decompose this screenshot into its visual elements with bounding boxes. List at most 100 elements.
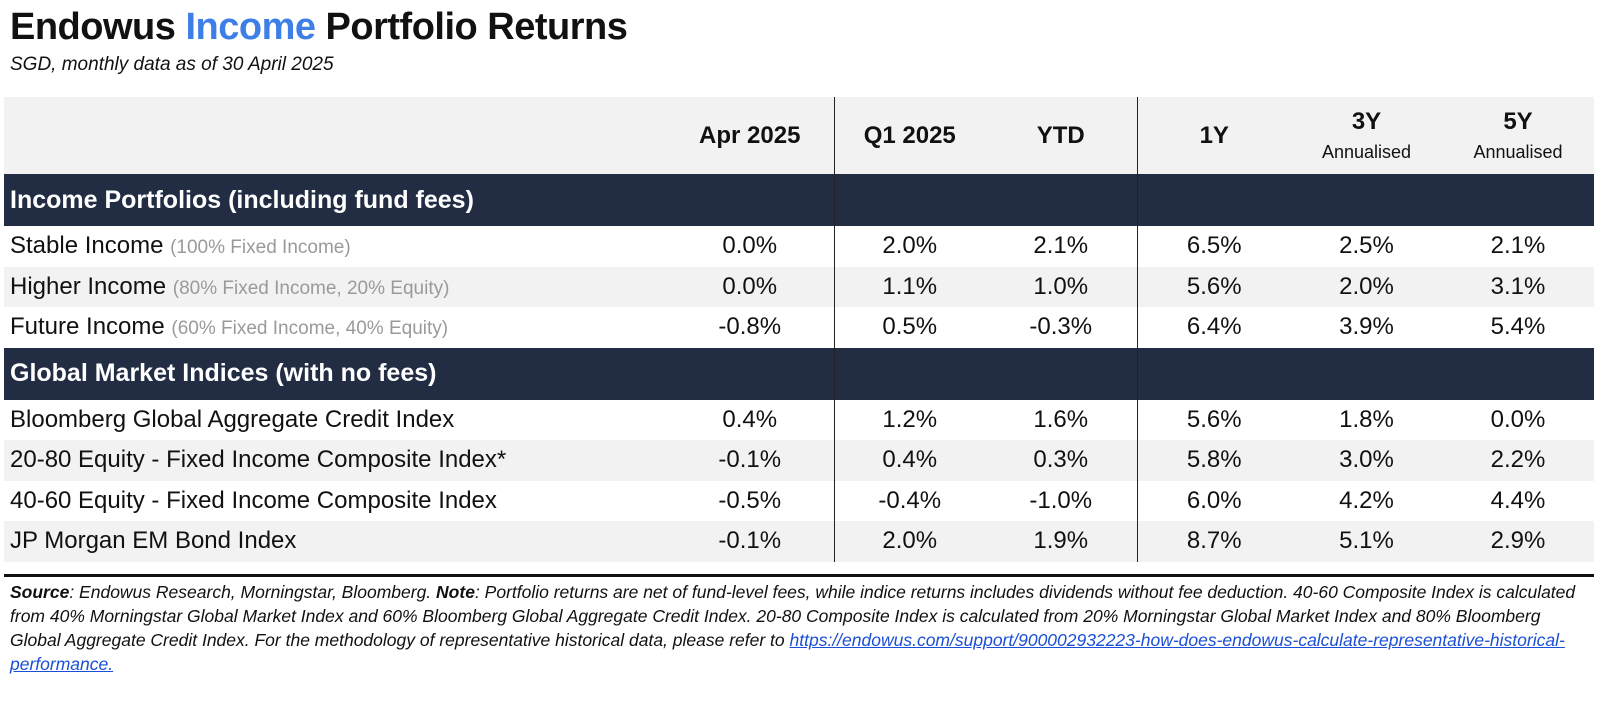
table-header-row: Apr 2025 Q1 2025 YTD 1Y 3Y Annualised 5Y Annual… bbox=[4, 97, 1594, 174]
return-value: 6.5% bbox=[1136, 226, 1291, 267]
methodology-link[interactable]: https://endowus.com/support/900002932223… bbox=[10, 630, 1565, 674]
row-label-cell: Future Income (60% Fixed Income, 40% Equ… bbox=[4, 307, 666, 348]
note-text: : Portfolio returns are net of fund-leve… bbox=[10, 582, 1576, 650]
section-filler-cell bbox=[1291, 348, 1442, 400]
return-value: -0.1% bbox=[718, 446, 782, 474]
return-value: 8.7% bbox=[1136, 521, 1291, 562]
table-row: Higher Income (80% Fixed Income, 20% Equ… bbox=[4, 266, 1594, 308]
column-header-label: 3Y bbox=[1351, 108, 1382, 135]
return-value: 2.2% bbox=[1490, 446, 1546, 474]
section-title: Income Portfolios (including fund fees) bbox=[10, 185, 474, 214]
return-value: -0.5% bbox=[718, 486, 782, 514]
section-filler-cell bbox=[833, 347, 985, 400]
section-filler-cell bbox=[1136, 347, 1291, 400]
source-label: Source bbox=[10, 582, 70, 602]
return-value: 2.0% bbox=[1339, 272, 1394, 300]
return-value: -0.3% bbox=[1029, 313, 1093, 341]
return-value: 1.2% bbox=[833, 399, 985, 440]
return-value: 5.6% bbox=[1136, 399, 1291, 440]
title-suffix: Portfolio Returns bbox=[315, 6, 628, 48]
column-header: YTD bbox=[985, 97, 1137, 174]
section-header-row: Global Market Indices (with no fees) bbox=[4, 347, 1594, 400]
return-value: 2.9% bbox=[1490, 527, 1546, 555]
table-row: Future Income (60% Fixed Income, 40% Equ… bbox=[4, 307, 1594, 348]
row-name: Higher Income bbox=[10, 272, 167, 300]
section-filler-cell bbox=[985, 348, 1137, 400]
row-label-cell: 40-60 Equity - Fixed Income Composite In… bbox=[4, 481, 666, 522]
return-value: 2.0% bbox=[833, 521, 985, 562]
column-header-label: 1Y bbox=[1199, 121, 1229, 149]
column-header-label: Apr 2025 bbox=[699, 121, 801, 149]
section-filler-cell bbox=[1442, 348, 1594, 400]
section-filler-cell bbox=[666, 348, 834, 400]
row-allocation-note: (80% Fixed Income, 20% Equity) bbox=[172, 277, 450, 299]
return-value: 0.4% bbox=[722, 405, 778, 433]
return-value: 0.5% bbox=[833, 307, 985, 348]
row-allocation-note: (100% Fixed Income) bbox=[170, 237, 351, 259]
table-row: Bloomberg Global Aggregate Credit Index 0… bbox=[4, 399, 1594, 441]
row-label-cell: Stable Income (100% Fixed Income) bbox=[4, 226, 666, 267]
return-value: 1.8% bbox=[1339, 405, 1394, 433]
column-header: Apr 2025 bbox=[666, 97, 834, 174]
return-value: -0.4% bbox=[833, 480, 985, 521]
row-name: Bloomberg Global Aggregate Credit Index bbox=[10, 405, 455, 433]
column-header-label: Q1 2025 bbox=[863, 121, 956, 149]
table-row: Stable Income (100% Fixed Income) 0.0% 2.0… bbox=[4, 226, 1594, 267]
header-blank-cell bbox=[4, 97, 666, 174]
return-value: -0.1% bbox=[718, 527, 782, 555]
table-row: JP Morgan EM Bond Index -0.1% 2.0% 1.9% 8.7%… bbox=[4, 521, 1594, 562]
column-header: 1Y bbox=[1136, 97, 1291, 174]
page-title: Endowus Income Portfolio Returns bbox=[10, 6, 628, 49]
footer-divider bbox=[4, 574, 1594, 577]
table-row: 40-60 Equity - Fixed Income Composite In… bbox=[4, 480, 1594, 522]
return-value: 5.8% bbox=[1136, 440, 1291, 481]
return-value: 4.4% bbox=[1490, 486, 1546, 514]
return-value: 5.4% bbox=[1490, 313, 1546, 341]
row-label-cell: Bloomberg Global Aggregate Credit Index bbox=[4, 400, 666, 441]
section-filler-cell bbox=[1136, 174, 1291, 226]
return-value: -1.0% bbox=[1029, 486, 1093, 514]
return-value: 5.1% bbox=[1339, 527, 1394, 555]
footnote: Source: Endowus Research, Morningstar, B… bbox=[10, 580, 1590, 676]
return-value: 1.6% bbox=[1033, 405, 1089, 433]
source-text: : Endowus Research, Morningstar, Bloombe… bbox=[69, 582, 437, 602]
title-accent: Income bbox=[185, 6, 316, 48]
section-title: Global Market Indices (with no fees) bbox=[10, 359, 437, 387]
column-header-sub: Annualised bbox=[1321, 142, 1412, 162]
return-value: 0.0% bbox=[722, 232, 778, 260]
return-value: 4.2% bbox=[1339, 486, 1394, 514]
return-value: 2.1% bbox=[1033, 232, 1089, 260]
table-row: 20-80 Equity - Fixed Income Composite In… bbox=[4, 440, 1594, 481]
column-header: 3Y Annualised bbox=[1291, 97, 1442, 174]
return-value: 3.1% bbox=[1490, 272, 1546, 300]
return-value: 1.9% bbox=[1033, 527, 1089, 555]
column-header-sub: Annualised bbox=[1473, 142, 1563, 162]
return-value: -0.8% bbox=[718, 313, 782, 341]
section-filler-cell bbox=[666, 174, 834, 226]
return-value: 1.0% bbox=[1033, 272, 1089, 300]
row-label-cell: JP Morgan EM Bond Index bbox=[4, 521, 666, 562]
column-header-label: 5Y bbox=[1503, 108, 1533, 135]
return-value: 5.6% bbox=[1136, 266, 1291, 307]
row-name: JP Morgan EM Bond Index bbox=[10, 527, 297, 555]
column-header: Q1 2025 bbox=[833, 97, 985, 174]
note-label: Note bbox=[436, 582, 475, 602]
return-value: 6.0% bbox=[1136, 480, 1291, 521]
column-header-label: YTD bbox=[1036, 121, 1085, 149]
row-name: 20-80 Equity - Fixed Income Composite In… bbox=[10, 446, 507, 474]
page-subtitle: SGD, monthly data as of 30 April 2025 bbox=[10, 54, 334, 75]
return-value: 3.9% bbox=[1339, 313, 1394, 341]
title-prefix: Endowus bbox=[10, 6, 186, 48]
return-value: 2.1% bbox=[1490, 232, 1546, 260]
return-value: 2.5% bbox=[1339, 232, 1394, 260]
return-value: 0.0% bbox=[1490, 405, 1546, 433]
return-value: 1.1% bbox=[833, 266, 985, 307]
row-name: Future Income bbox=[10, 313, 165, 341]
row-name: 40-60 Equity - Fixed Income Composite In… bbox=[10, 486, 497, 514]
row-label-cell: Higher Income (80% Fixed Income, 20% Equ… bbox=[4, 267, 666, 308]
row-allocation-note: (60% Fixed Income, 40% Equity) bbox=[171, 318, 449, 340]
return-value: 0.4% bbox=[833, 440, 985, 481]
return-value: 3.0% bbox=[1339, 446, 1394, 474]
section-filler-cell bbox=[833, 174, 985, 226]
return-value: 6.4% bbox=[1136, 307, 1291, 348]
